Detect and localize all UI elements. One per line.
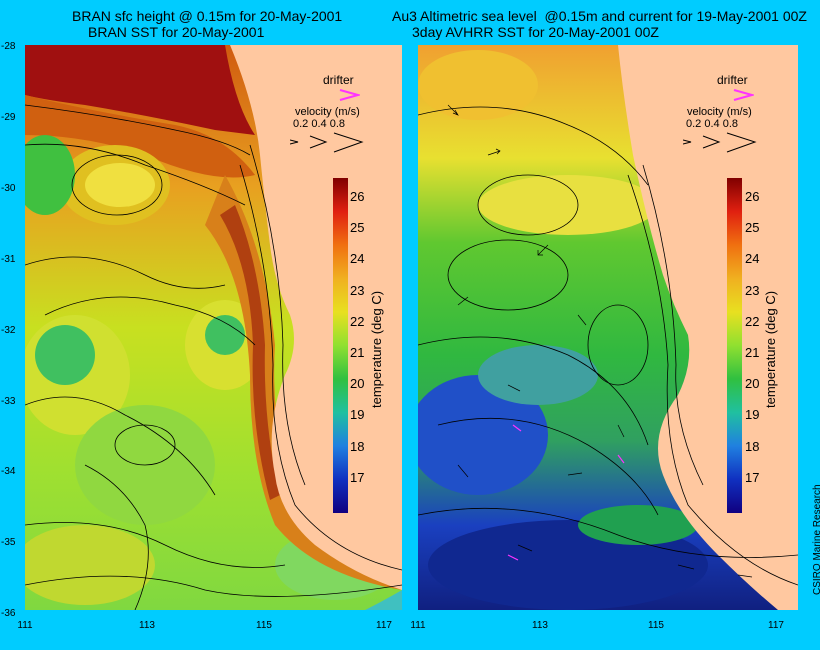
colorbar-tick-label: 21	[350, 345, 365, 360]
x-tick-label: 113	[139, 620, 155, 631]
x-tick-label: 117	[376, 620, 392, 631]
right-title-line2: 3day AVHRR SST for 20-May-2001 00Z	[412, 24, 659, 40]
right-drifter-icon	[733, 89, 754, 101]
x-tick-label: 111	[410, 620, 426, 631]
right-title-line1: Au3 Altimetric sea level @0.15m and curr…	[392, 8, 807, 24]
colorbar-tick-label: 22	[350, 313, 365, 329]
y-tick-label: -30	[1, 182, 16, 194]
colorbar-tick-label: 19	[745, 407, 760, 423]
colorbar-tick-label: 17	[350, 469, 365, 485]
left-drifter-label: drifter	[323, 73, 354, 87]
left-drifter-icon	[339, 89, 360, 101]
colorbar-tick-label: 18	[350, 438, 365, 454]
colorbar-tick-label: 23	[745, 282, 760, 298]
left-sst-map	[25, 45, 402, 610]
y-tick-label: -31	[1, 253, 16, 265]
y-tick-label: -28	[1, 41, 16, 52]
left-title-line2: BRAN SST for 20-May-2001	[88, 24, 265, 40]
x-tick-label: 115	[256, 620, 272, 631]
left-colorbar	[333, 178, 348, 513]
x-tick-label: 113	[532, 620, 548, 631]
left-velocity-arrows-icon	[290, 132, 364, 153]
colorbar-tick-label: 25	[350, 220, 365, 236]
x-tick-label: 115	[648, 620, 664, 631]
right-velocity-values: 0.2 0.4 0.8	[686, 118, 738, 130]
y-tick-label: -34	[1, 466, 16, 478]
left-velocity-values: 0.2 0.4 0.8	[293, 118, 345, 130]
y-tick-label: -29	[1, 111, 16, 123]
colorbar-tick-label: 18	[745, 438, 760, 454]
x-tick-label: 111	[17, 620, 33, 631]
left-colorbar-title: temperature (deg C)	[369, 290, 384, 408]
right-velocity-label: velocity (m/s)	[687, 106, 752, 118]
right-sst-map	[418, 45, 798, 610]
colorbar-tick-label: 17	[745, 469, 760, 485]
y-tick-label: -33	[1, 395, 16, 407]
colorbar-tick-label: 20	[745, 376, 760, 392]
x-tick-label: 117	[768, 620, 784, 631]
colorbar-tick-label: 26	[350, 189, 365, 204]
colorbar-tick-label: 20	[350, 376, 365, 392]
right-drifter-label: drifter	[717, 73, 748, 87]
colorbar-tick-label: 24	[745, 251, 760, 267]
colorbar-tick-label: 19	[350, 407, 365, 423]
left-velocity-label: velocity (m/s)	[295, 106, 360, 118]
colorbar-tick-label: 22	[745, 313, 760, 329]
colorbar-tick-label: 24	[350, 251, 365, 267]
right-colorbar-title: temperature (deg C)	[763, 290, 778, 408]
y-tick-label: -35	[1, 537, 16, 549]
y-tick-label: -32	[1, 324, 16, 336]
credit-text: CSIRO Marine Research	[812, 484, 820, 595]
colorbar-tick-label: 26	[745, 189, 760, 204]
colorbar-tick-label: 21	[745, 345, 760, 360]
right-velocity-arrows-icon	[683, 132, 757, 153]
right-colorbar	[727, 178, 742, 513]
colorbar-tick-label: 23	[350, 282, 365, 298]
y-tick-label: -36	[1, 608, 16, 620]
colorbar-tick-label: 25	[745, 220, 760, 236]
left-title-line1: BRAN sfc height @ 0.15m for 20-May-2001	[72, 8, 343, 24]
